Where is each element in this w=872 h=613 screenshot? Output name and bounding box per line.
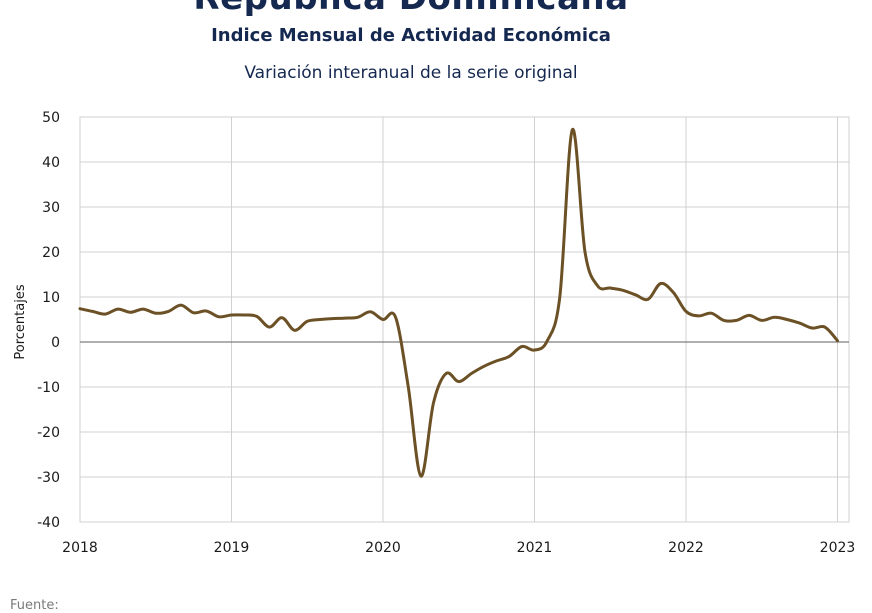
y-tick-label: -10: [37, 380, 60, 396]
chart-subtitle: Indice Mensual de Actividad Económica: [211, 25, 611, 46]
series-layer: [78, 128, 839, 478]
x-tick-label: 2023: [820, 540, 856, 556]
y-axis-label: Porcentajes: [13, 284, 28, 359]
x-tick-label: 2021: [517, 540, 553, 556]
y-tick-label: 20: [42, 245, 60, 261]
series-line: [78, 128, 839, 478]
grid: [79, 116, 850, 523]
chart-subtitle-2: Variación interanual de la serie origina…: [244, 63, 578, 83]
y-tick-label: -40: [37, 515, 60, 531]
x-tick-label: 2019: [214, 540, 250, 556]
x-tick-label: 2018: [62, 540, 98, 556]
chart-title: República Dominicana: [0, 0, 822, 18]
source-note: Fuente:: [10, 598, 59, 613]
y-tick-label: 10: [42, 290, 60, 306]
y-tick-label: -20: [37, 425, 60, 441]
x-tick-label: 2022: [668, 540, 704, 556]
x-tick-label: 2020: [365, 540, 401, 556]
y-tick-label: 50: [42, 110, 60, 126]
y-tick-label: -30: [37, 470, 60, 486]
y-tick-label: 30: [42, 200, 60, 216]
y-tick-label: 40: [42, 155, 60, 171]
y-tick-label: 0: [51, 335, 60, 351]
